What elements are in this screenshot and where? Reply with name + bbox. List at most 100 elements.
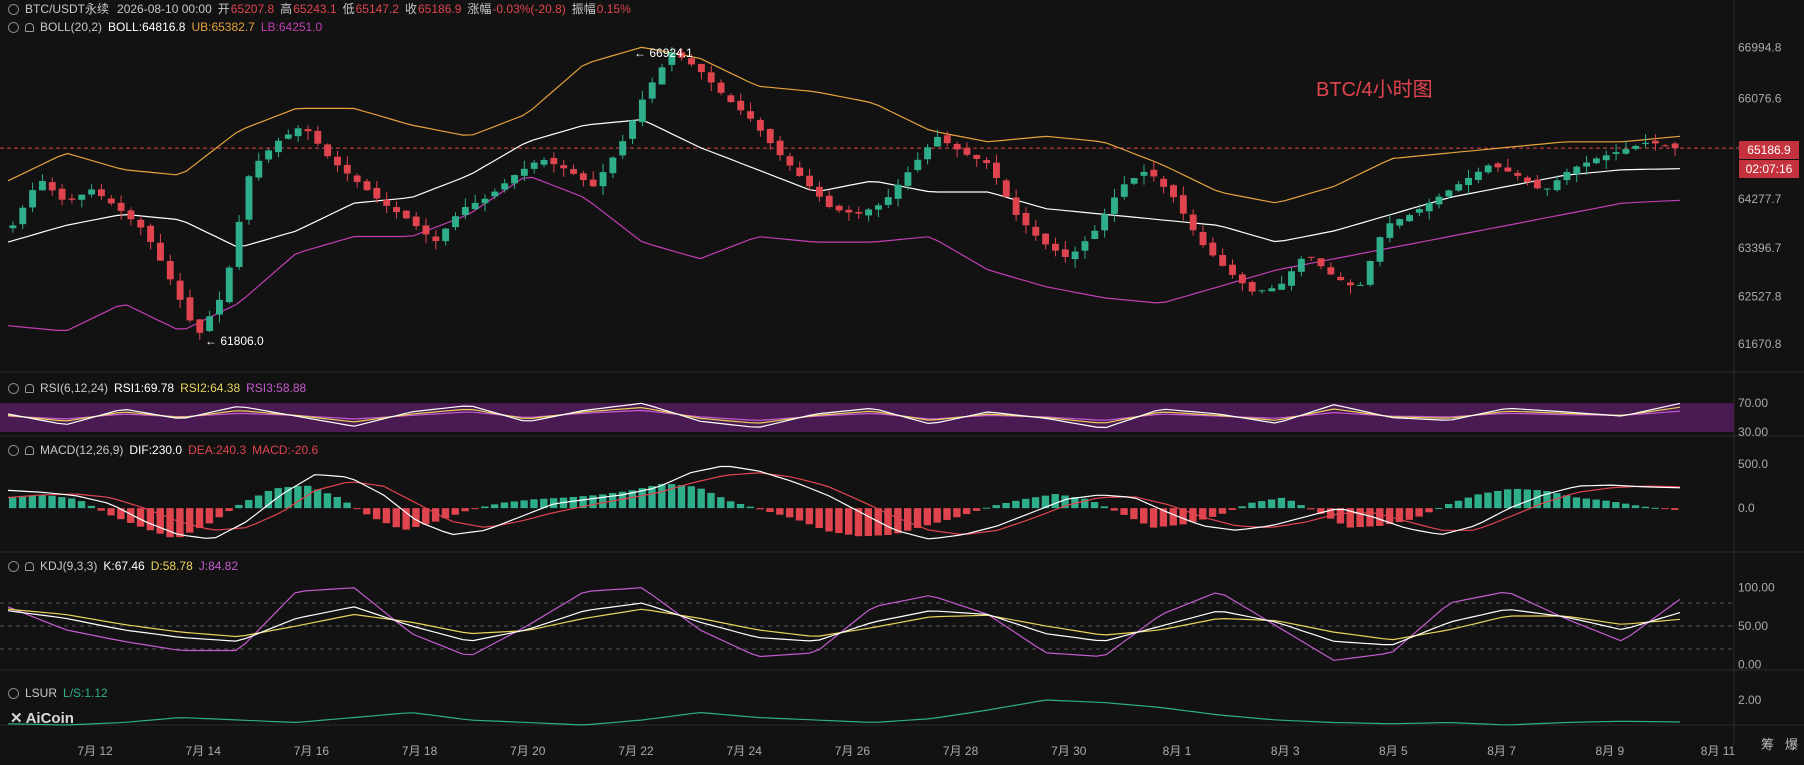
collapse-icon[interactable] (8, 688, 19, 700)
macd-bar (569, 496, 577, 509)
macd-bar (1130, 508, 1138, 520)
candle-body (255, 160, 263, 178)
macd-bar (1090, 502, 1099, 509)
macd-bar (97, 508, 105, 511)
candle-body (727, 95, 735, 103)
candle-body (1248, 281, 1256, 292)
open-label: 开 (217, 2, 230, 16)
macd-bar (1553, 493, 1561, 509)
macd-bar (1012, 500, 1020, 509)
macd-bar (363, 508, 371, 515)
price-tick-label: 66994.8 (1738, 40, 1782, 54)
candle-body (1651, 140, 1659, 144)
candle-body (304, 129, 312, 132)
macd-bar (195, 508, 204, 529)
boll-name[interactable]: BOLL(20,2) (40, 20, 103, 34)
candle-body (658, 67, 666, 85)
macd-bar (1562, 495, 1571, 509)
alert-bell-icon[interactable] (25, 562, 34, 572)
alert-bell-icon[interactable] (25, 23, 34, 33)
candle-body (825, 195, 833, 208)
candle-body (776, 140, 784, 156)
liquidation-tool[interactable]: 爆 (1784, 737, 1798, 752)
candle-body (1268, 288, 1276, 292)
candle-body (1484, 165, 1492, 173)
time-tick-label: 8月 3 (1271, 744, 1300, 758)
candle-body (855, 211, 863, 214)
candle-body (865, 209, 873, 216)
candle-body (599, 172, 607, 187)
alert-bell-icon[interactable] (25, 446, 34, 456)
candle-body (668, 52, 676, 65)
rsi-tick-label: 30.00 (1738, 425, 1768, 439)
collapse-icon[interactable] (8, 4, 19, 16)
macd-bar (1110, 508, 1118, 511)
kdj-tick-label: 50.00 (1738, 619, 1768, 633)
candle-body (1317, 258, 1325, 267)
candle-body (560, 165, 568, 169)
kdj-name[interactable]: KDJ(9,3,3) (40, 559, 98, 573)
candle-body (1543, 188, 1551, 190)
symbol-name[interactable]: BTC/USDT永续 (25, 2, 110, 16)
low-label: 低 (342, 2, 355, 16)
collapse-icon[interactable] (8, 445, 19, 457)
candle-body (1366, 261, 1374, 285)
lsur-legend: LSUR L/S:1.12 (0, 684, 114, 702)
chips-tool[interactable]: 筹 (1760, 737, 1774, 752)
candle-body (452, 216, 459, 228)
candle-body (815, 186, 823, 197)
macd-bar (304, 485, 312, 509)
collapse-icon[interactable] (8, 22, 19, 34)
candle-body (1514, 172, 1522, 176)
collapse-icon[interactable] (8, 383, 19, 395)
lsur-panel: 2.00 (7, 693, 1762, 726)
macd-bar (589, 495, 597, 509)
candle-body (609, 157, 617, 174)
rsi-name[interactable]: RSI(6,12,24) (40, 381, 109, 395)
time-tick-label: 7月 24 (727, 744, 763, 758)
macd-bar (18, 496, 27, 509)
upper-band-line (7, 46, 1681, 204)
candle-body (235, 221, 243, 267)
candle-body (1465, 177, 1472, 185)
candle-body (1278, 283, 1286, 290)
alert-bell-icon[interactable] (25, 384, 34, 394)
candle-body (1524, 177, 1531, 183)
candle-body (1415, 209, 1423, 213)
candle-body (511, 175, 518, 184)
macd-bar (805, 508, 814, 525)
macd-bar (1435, 508, 1443, 510)
collapse-icon[interactable] (8, 561, 19, 573)
candle-body (1199, 232, 1207, 246)
macd-bar (1395, 508, 1404, 522)
candle-body (1573, 166, 1581, 175)
candle-body (58, 188, 66, 200)
macd-bar (599, 494, 607, 509)
candle-body (845, 209, 853, 213)
macd-bar (1277, 497, 1286, 509)
macd-bar (215, 508, 223, 518)
boll-mid: BOLL:64816.8 (108, 20, 186, 34)
max-price-value: 66924.1 (649, 46, 693, 60)
macd-bar (422, 508, 430, 525)
macd-name[interactable]: MACD(12,26,9) (40, 443, 124, 457)
high-value: 65243.1 (293, 2, 337, 16)
macd-bar (1100, 506, 1109, 509)
candle-body (1396, 219, 1404, 226)
candle-body (1337, 276, 1345, 281)
candle-body (275, 140, 282, 153)
time-tick-label: 7月 12 (77, 744, 113, 758)
macd-bar (500, 502, 509, 509)
boll-ub: UB:65382.7 (191, 20, 255, 34)
macd-bar (1051, 494, 1059, 509)
macd-bar (835, 508, 843, 534)
max-price-label: ← 66924.1 (634, 46, 693, 60)
candle-body (1209, 242, 1217, 256)
macd-bar (756, 508, 764, 510)
candle-body (216, 299, 223, 315)
lsur-name[interactable]: LSUR (25, 686, 58, 700)
time-tick-label: 8月 1 (1163, 744, 1192, 758)
macd-bar (530, 499, 538, 509)
macd-bar (1641, 506, 1650, 509)
